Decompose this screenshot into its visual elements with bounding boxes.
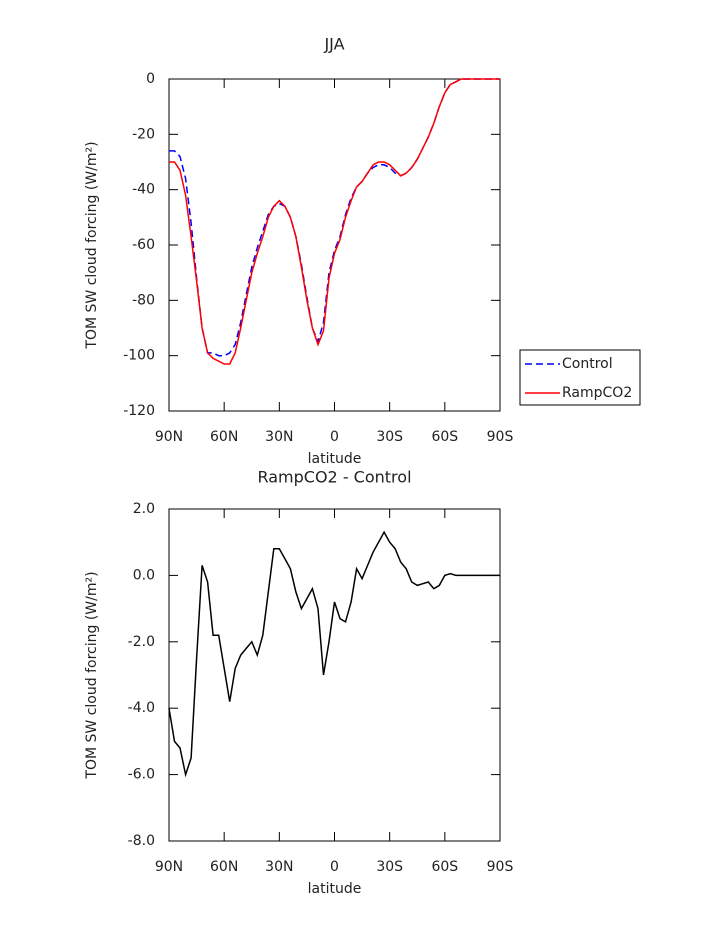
- y-tick-label: 2.0: [133, 501, 155, 517]
- x-axis-label: latitude: [308, 451, 362, 467]
- y-tick-label: -60: [132, 237, 155, 253]
- x-tick-label: 90N: [155, 429, 183, 445]
- y-tick-label: -20: [132, 126, 155, 142]
- x-tick-label: 30S: [376, 859, 403, 875]
- y-axis-label: TOM SW cloud forcing (W/m²): [84, 571, 100, 779]
- plot-frame: [168, 78, 501, 412]
- legend-label: Control: [562, 356, 613, 372]
- chart-title: RampCO2 - Control: [257, 468, 411, 487]
- y-axis-label: TOM SW cloud forcing (W/m²): [84, 141, 100, 349]
- legend-label: RampCO2: [562, 385, 632, 401]
- y-tick-label: 0.0: [133, 567, 155, 583]
- legend-box: [519, 349, 641, 406]
- y-tick-label: -80: [132, 292, 155, 308]
- y-tick-label: -8.0: [128, 833, 155, 849]
- x-tick-label: 0: [330, 429, 339, 445]
- y-tick-label: -6.0: [128, 767, 155, 783]
- x-tick-label: 90S: [487, 429, 514, 445]
- y-tick-label: -2.0: [128, 634, 155, 650]
- x-tick-label: 30N: [265, 429, 293, 445]
- data-line: [168, 530, 500, 778]
- x-axis-label: latitude: [308, 881, 362, 897]
- y-tick-label: -120: [123, 403, 155, 419]
- x-tick-label: 60S: [431, 859, 458, 875]
- y-tick-label: 0: [146, 71, 155, 87]
- y-tick-label: -100: [123, 348, 155, 364]
- x-tick-label: 60S: [431, 429, 458, 445]
- x-tick-label: 0: [330, 859, 339, 875]
- x-tick-label: 30N: [265, 859, 293, 875]
- data-line: [169, 78, 500, 365]
- chart-title: JJA: [323, 35, 344, 54]
- data-line: [169, 78, 500, 357]
- plot-frame: [168, 508, 501, 842]
- x-tick-label: 90S: [487, 859, 514, 875]
- x-tick-label: 60N: [210, 859, 238, 875]
- x-tick-label: 30S: [376, 429, 403, 445]
- x-tick-label: 90N: [155, 859, 183, 875]
- x-tick-label: 60N: [210, 429, 238, 445]
- y-tick-label: -40: [132, 182, 155, 198]
- y-tick-label: -4.0: [128, 700, 155, 716]
